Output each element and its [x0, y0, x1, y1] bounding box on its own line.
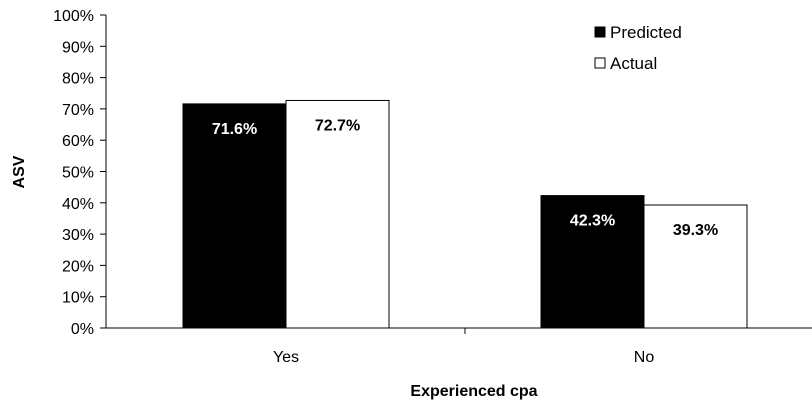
y-tick-label: 100% [53, 8, 94, 25]
legend-swatch-predicted [594, 26, 606, 38]
data-labels: 71.6% 72.7% 42.3% 39.3% [212, 117, 718, 239]
y-tick-label: 90% [62, 39, 94, 56]
y-tick-label: 10% [62, 290, 94, 307]
y-tick-label: 40% [62, 196, 94, 213]
y-tick-label: 70% [62, 102, 94, 119]
y-tick-label: 80% [62, 71, 94, 88]
data-label-predicted-yes: 71.6% [212, 121, 257, 138]
y-axis-ticks: 0% 10% 20% 30% 40% 50% 60% 70% 80% 90% 100% [53, 8, 106, 338]
y-tick-label: 0% [71, 321, 94, 338]
bar-predicted-no [540, 195, 645, 329]
bars [182, 99, 748, 329]
y-tick-label: 50% [62, 165, 94, 182]
data-label-actual-no: 39.3% [673, 222, 718, 239]
x-tick-label: Yes [273, 349, 299, 366]
bar-predicted-yes [182, 103, 287, 329]
legend-swatch-actual [594, 57, 606, 69]
legend-label-predicted: Predicted [610, 23, 682, 42]
y-axis-title: ASV [11, 155, 28, 188]
x-axis-title: Experienced cpa [410, 383, 537, 400]
legend-item-predicted: Predicted [594, 23, 682, 42]
axes [105, 15, 812, 334]
data-label-predicted-no: 42.3% [570, 213, 615, 230]
bar-actual-no [643, 204, 748, 329]
legend-item-actual: Actual [594, 54, 657, 73]
legend-label-actual: Actual [610, 54, 657, 73]
y-tick-label: 30% [62, 227, 94, 244]
x-tick-label: No [634, 349, 655, 366]
bar-actual-yes [285, 99, 390, 329]
y-tick-label: 20% [62, 258, 94, 275]
legend: Predicted Actual [594, 23, 682, 73]
data-label-actual-yes: 72.7% [315, 117, 360, 134]
y-tick-label: 60% [62, 133, 94, 150]
x-axis-labels: Yes No [273, 349, 654, 366]
